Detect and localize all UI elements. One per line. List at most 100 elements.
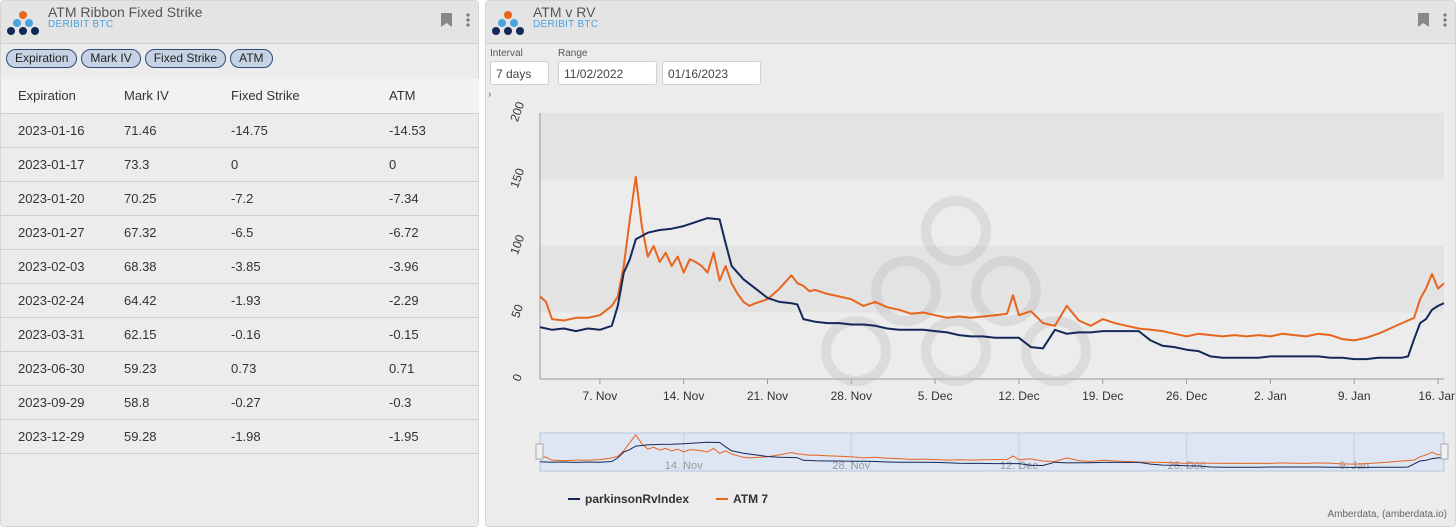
- table-row[interactable]: 2023-01-16 71.46 -14.75 -14.53: [1, 113, 479, 148]
- x-tick-label: 5. Dec: [918, 389, 953, 403]
- table-row[interactable]: 2023-02-03 68.38 -3.85 -3.96: [1, 249, 479, 284]
- legend-label: ATM 7: [733, 492, 768, 506]
- navigator-label: 14. Nov: [665, 460, 703, 472]
- cell-fixed-strike: -0.27: [214, 385, 372, 420]
- navigator-label: 9. Jan: [1339, 460, 1369, 472]
- navigator-series-line: [539, 434, 1445, 465]
- column-header-mark-iv[interactable]: Mark IV: [107, 79, 214, 114]
- series-line-atm-7: [539, 175, 1445, 342]
- table-header-row: Expiration Mark IV Fixed Strike ATM: [1, 79, 479, 114]
- interval-select[interactable]: 7 days: [490, 61, 549, 85]
- cell-fixed-strike: -1.98: [214, 419, 372, 454]
- cell-atm: 0: [372, 147, 479, 182]
- cell-atm: -14.53: [372, 113, 479, 148]
- cell-mark-iv: 59.28: [107, 419, 214, 454]
- cell-expiration: 2023-09-29: [1, 385, 107, 420]
- table-row[interactable]: 2023-01-27 67.32 -6.5 -6.72: [1, 215, 479, 250]
- x-tick-label: 7. Nov: [583, 389, 618, 403]
- panel-subtitle: DERIBIT BTC: [533, 19, 599, 30]
- panel-header: ATM Ribbon Fixed Strike DERIBIT BTC: [1, 1, 478, 44]
- y-tick-label: 100: [507, 233, 527, 257]
- cell-atm: -3.96: [372, 249, 479, 284]
- x-tick-label: 14. Nov: [663, 389, 704, 403]
- legend-item[interactable]: parkinsonRvIndex: [568, 492, 689, 506]
- x-tick-label: 12. Dec: [998, 389, 1039, 403]
- cell-fixed-strike: 0: [214, 147, 372, 182]
- series-line-parkinsonrvindex: [539, 217, 1445, 361]
- chart-credits[interactable]: Amberdata, (amberdata.io): [1327, 509, 1447, 520]
- range-end-input[interactable]: 01/16/2023: [662, 61, 761, 85]
- atm-v-rv-chart: 0 50 100 150 200 7. Nov 14. Nov 21. Nov 28. Nov 5…: [507, 100, 1455, 506]
- cell-mark-iv: 70.25: [107, 181, 214, 216]
- bookmark-icon[interactable]: [1418, 13, 1429, 27]
- cell-mark-iv: 64.42: [107, 283, 214, 318]
- bookmark-icon[interactable]: [441, 13, 452, 27]
- cell-fixed-strike: -14.75: [214, 113, 372, 148]
- cell-expiration: 2023-12-29: [1, 419, 107, 454]
- navigator-handle-right[interactable]: [1440, 443, 1449, 460]
- expand-icon[interactable]: ›: [488, 89, 492, 100]
- menu-icon[interactable]: [1443, 13, 1447, 27]
- cell-atm: 0.71: [372, 351, 479, 386]
- y-tick-label: 0: [510, 372, 526, 383]
- x-tick-label: 9. Jan: [1338, 389, 1371, 403]
- table-row[interactable]: 2023-12-29 59.28 -1.98 -1.95: [1, 419, 479, 454]
- watermark-circle: [971, 256, 1041, 326]
- cell-expiration: 2023-03-31: [1, 317, 107, 352]
- table-row[interactable]: 2023-09-29 58.8 -0.27 -0.3: [1, 385, 479, 420]
- cell-expiration: 2023-02-24: [1, 283, 107, 318]
- cell-mark-iv: 73.3: [107, 147, 214, 182]
- x-tick-label: 16. Jan: [1418, 389, 1455, 403]
- panel-title: ATM v RV: [533, 4, 596, 20]
- chip-fixed-strike[interactable]: Fixed Strike: [144, 49, 227, 68]
- menu-icon[interactable]: [466, 13, 470, 27]
- cell-mark-iv: 59.23: [107, 351, 214, 386]
- column-chips: Expiration Mark IV Fixed Strike ATM: [6, 49, 273, 68]
- x-tick-label: 26. Dec: [1166, 389, 1207, 403]
- column-header-atm[interactable]: ATM: [372, 79, 479, 114]
- atm-ribbon-table: Expiration Mark IV Fixed Strike ATM 2023…: [1, 79, 479, 454]
- cell-mark-iv: 67.32: [107, 215, 214, 250]
- cell-atm: -7.34: [372, 181, 479, 216]
- x-tick-label: 28. Nov: [831, 389, 872, 403]
- column-header-fixed-strike[interactable]: Fixed Strike: [214, 79, 372, 114]
- logo-icon: [492, 11, 524, 35]
- cell-expiration: 2023-01-16: [1, 113, 107, 148]
- interval-label: Interval: [490, 48, 523, 59]
- navigator-window[interactable]: [539, 432, 1445, 472]
- table-row[interactable]: 2023-01-20 70.25 -7.2 -7.34: [1, 181, 479, 216]
- y-tick-label: 150: [507, 166, 527, 190]
- cell-expiration: 2023-06-30: [1, 351, 107, 386]
- range-label: Range: [558, 48, 588, 59]
- cell-atm: -0.15: [372, 317, 479, 352]
- cell-atm: -1.95: [372, 419, 479, 454]
- atm-ribbon-panel: ATM Ribbon Fixed Strike DERIBIT BTC Expi…: [0, 0, 479, 527]
- chip-atm[interactable]: ATM: [230, 49, 273, 68]
- cell-fixed-strike: -7.2: [214, 181, 372, 216]
- x-tick-label: 19. Dec: [1082, 389, 1123, 403]
- table-row[interactable]: 2023-01-17 73.3 0 0: [1, 147, 479, 182]
- watermark-circle: [821, 316, 891, 386]
- range-start-input[interactable]: 11/02/2022: [558, 61, 657, 85]
- x-tick-label: 21. Nov: [747, 389, 788, 403]
- x-tick-label: 2. Jan: [1254, 389, 1287, 403]
- chip-expiration[interactable]: Expiration: [6, 49, 78, 68]
- cell-fixed-strike: -6.5: [214, 215, 372, 250]
- cell-mark-iv: 71.46: [107, 113, 214, 148]
- y-tick-label: 50: [508, 302, 526, 320]
- atm-v-rv-panel: ATM v RV DERIBIT BTC Interval 7 days Ran…: [485, 0, 1456, 527]
- table-row[interactable]: 2023-03-31 62.15 -0.16 -0.15: [1, 317, 479, 352]
- cell-mark-iv: 58.8: [107, 385, 214, 420]
- plot-band: [540, 246, 1444, 313]
- y-tick-label: 200: [507, 100, 527, 124]
- cell-fixed-strike: -1.93: [214, 283, 372, 318]
- column-header-expiration[interactable]: Expiration: [1, 79, 107, 114]
- table-row[interactable]: 2023-06-30 59.23 0.73 0.71: [1, 351, 479, 386]
- cell-fixed-strike: -0.16: [214, 317, 372, 352]
- cell-expiration: 2023-01-27: [1, 215, 107, 250]
- legend-item[interactable]: ATM 7: [716, 492, 768, 506]
- chip-mark-iv[interactable]: Mark IV: [81, 49, 141, 68]
- cell-atm: -6.72: [372, 215, 479, 250]
- navigator-handle-left[interactable]: [535, 443, 544, 460]
- table-row[interactable]: 2023-02-24 64.42 -1.93 -2.29: [1, 283, 479, 318]
